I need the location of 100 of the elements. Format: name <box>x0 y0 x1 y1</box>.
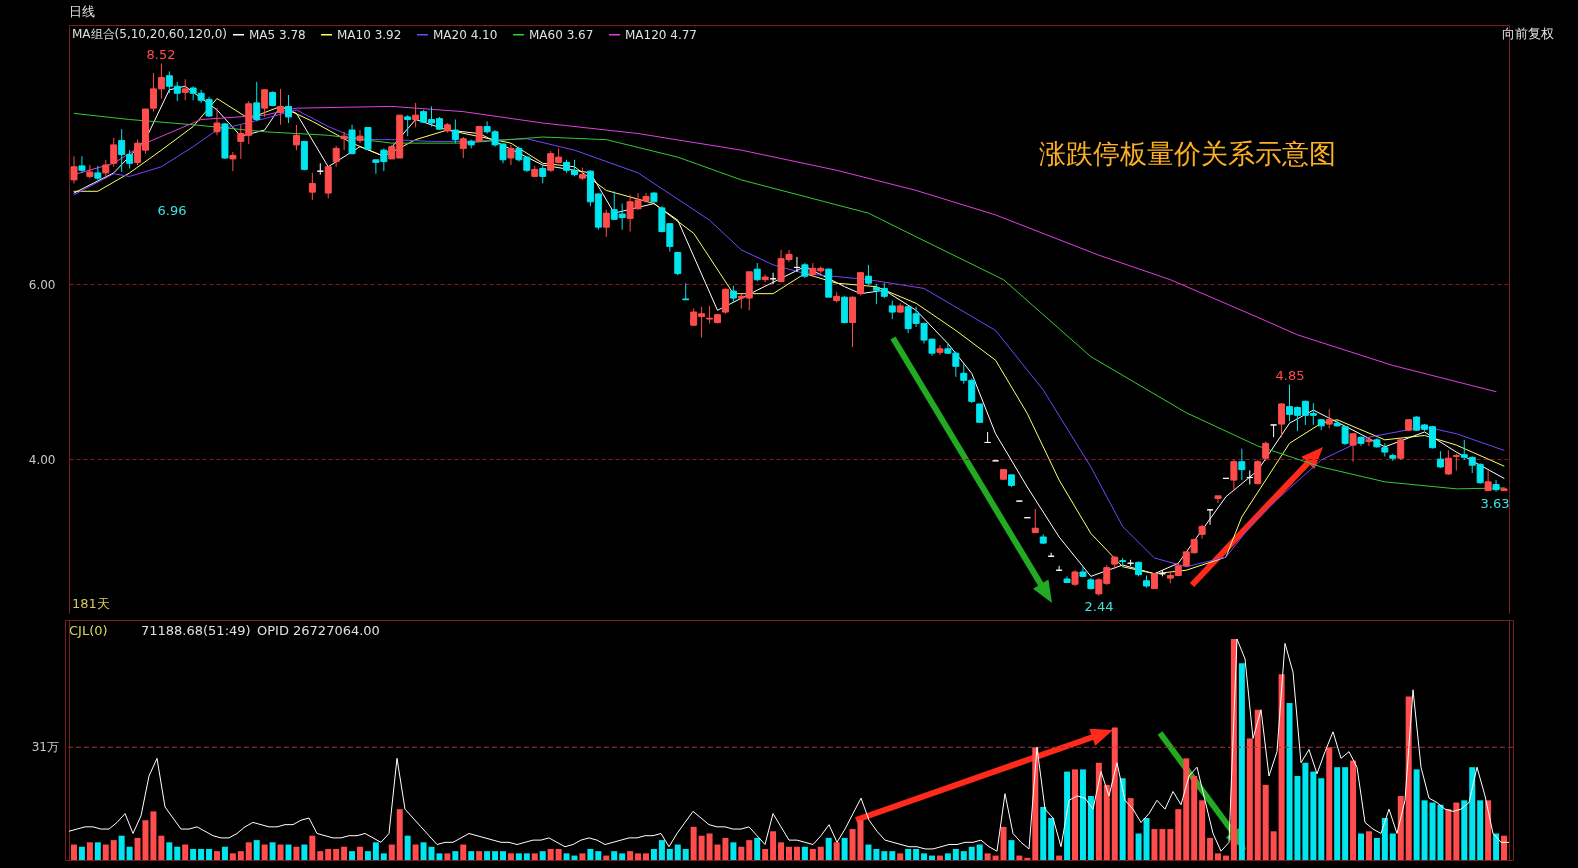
bar <box>587 848 594 860</box>
bar <box>1238 663 1245 860</box>
bar <box>484 851 491 860</box>
bar <box>444 853 451 860</box>
candlestick <box>412 102 420 128</box>
bar <box>253 840 260 860</box>
bar <box>1127 798 1134 860</box>
line-series <box>73 112 1505 490</box>
text: 71188.68(51:49) <box>141 623 251 638</box>
bar <box>627 851 634 860</box>
y-tick-label: 6.00 <box>28 277 56 292</box>
bar <box>118 835 125 860</box>
candlestick <box>332 145 340 168</box>
bar <box>237 851 244 860</box>
candlestick <box>1214 495 1222 504</box>
bar <box>968 846 975 860</box>
bar <box>849 829 856 860</box>
candlestick <box>1484 469 1492 492</box>
bar <box>1183 758 1190 860</box>
annotation: 2.44 <box>1084 599 1114 614</box>
bar <box>722 837 729 860</box>
bar <box>110 840 117 860</box>
candlestick <box>348 124 356 156</box>
bar <box>206 848 213 860</box>
bar <box>78 846 85 860</box>
bar <box>182 844 189 860</box>
candlestick <box>1230 459 1238 492</box>
bar <box>70 844 77 860</box>
bar <box>778 842 785 860</box>
bar <box>245 842 252 860</box>
bar <box>555 848 562 860</box>
bar <box>1048 818 1055 860</box>
bar <box>1453 802 1460 860</box>
bar <box>341 846 348 860</box>
bar <box>1397 795 1404 860</box>
bar <box>1040 806 1047 860</box>
candlestick <box>86 164 94 179</box>
bar <box>412 844 419 860</box>
bar <box>881 851 888 860</box>
bar <box>1485 800 1492 860</box>
candlestick <box>110 137 118 168</box>
candlestick <box>404 114 412 137</box>
bar <box>213 851 220 860</box>
bar <box>579 853 586 860</box>
bar <box>650 848 657 860</box>
candlestick <box>1325 408 1333 429</box>
bar <box>468 851 475 860</box>
candlestick <box>602 209 610 238</box>
candlestick <box>1238 448 1246 481</box>
bar <box>547 848 554 860</box>
candlestick <box>1349 433 1357 463</box>
bar <box>1072 769 1079 860</box>
bar <box>698 835 705 860</box>
bar <box>174 846 181 860</box>
candlestick <box>936 344 944 356</box>
bar <box>1111 727 1118 860</box>
candlestick <box>459 136 467 159</box>
candlestick <box>721 287 729 315</box>
bar <box>523 853 530 860</box>
bar <box>730 842 737 860</box>
bar <box>325 848 332 860</box>
bar <box>611 851 618 860</box>
bar <box>1087 795 1094 860</box>
bar <box>1326 747 1333 860</box>
bar <box>913 848 920 860</box>
bar <box>889 851 896 860</box>
candlestick <box>70 155 78 184</box>
bar <box>1350 760 1357 860</box>
candlestick <box>1031 508 1039 534</box>
bar <box>1365 831 1372 860</box>
bar <box>1278 674 1285 860</box>
bar <box>452 851 459 860</box>
bar <box>531 853 538 860</box>
bar <box>952 848 959 860</box>
bar <box>1175 809 1182 860</box>
candlestick <box>277 88 285 126</box>
bar <box>126 846 133 860</box>
bar <box>1477 800 1484 860</box>
candlestick <box>1270 424 1278 438</box>
bar <box>333 848 340 860</box>
bar <box>754 837 761 860</box>
bar <box>1151 829 1158 860</box>
bar <box>1103 784 1110 860</box>
bar <box>1358 833 1365 860</box>
candlestick <box>102 159 110 179</box>
bar <box>1095 762 1102 860</box>
bar <box>285 844 292 860</box>
candlestick <box>864 264 872 286</box>
candlestick <box>340 131 348 151</box>
chart-title: 日线 <box>69 4 95 19</box>
candlestick <box>229 151 237 172</box>
bar <box>460 844 467 860</box>
bar <box>658 840 665 860</box>
bar <box>635 853 642 860</box>
legend-label: MA60 3.67 <box>529 27 594 42</box>
bar <box>1064 771 1071 860</box>
bar <box>372 842 379 860</box>
bar <box>1119 778 1126 860</box>
bar <box>825 837 832 860</box>
bar <box>1135 833 1142 860</box>
